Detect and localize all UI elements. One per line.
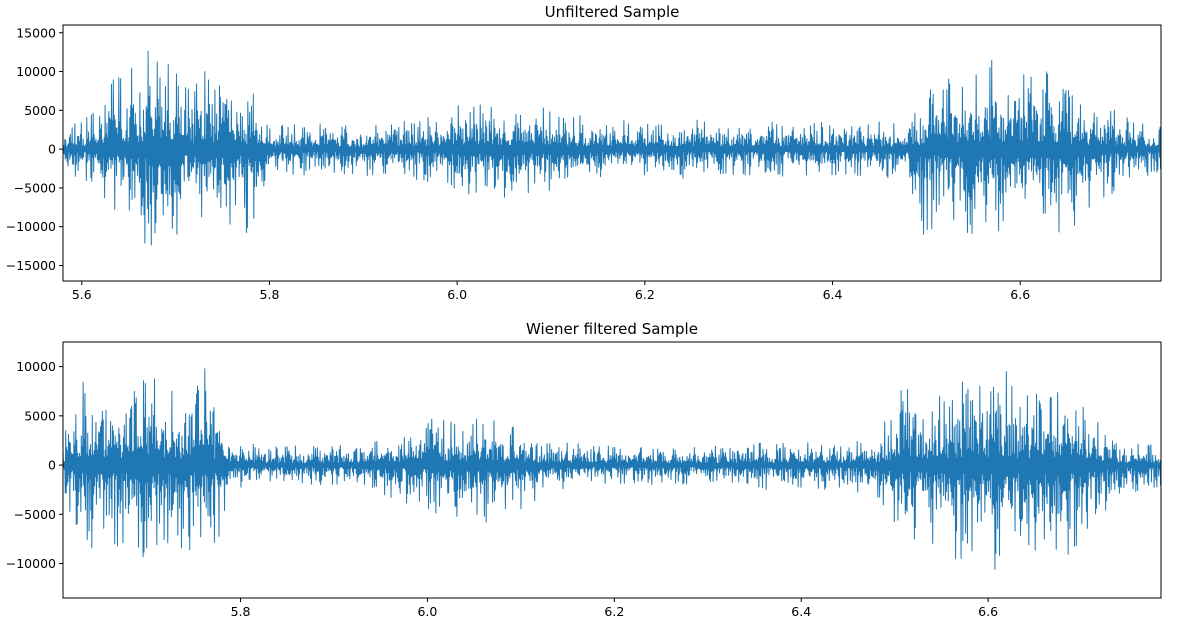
- x-tick-label: 6.6: [978, 604, 998, 619]
- y-tick-label: 5000: [24, 103, 56, 118]
- y-tick-label: 10000: [16, 359, 56, 374]
- x-tick-label: 6.6: [1010, 287, 1030, 302]
- chart-title: Unfiltered Sample: [545, 3, 680, 21]
- y-tick-label: −5000: [14, 507, 56, 522]
- y-tick-label: 0: [48, 142, 56, 157]
- y-tick-label: −5000: [14, 180, 56, 195]
- x-tick-label: 5.6: [72, 287, 92, 302]
- chart-title: Wiener filtered Sample: [526, 320, 698, 338]
- axes-frame: [62, 24, 1162, 282]
- x-tick-label: 6.2: [635, 287, 655, 302]
- y-axis: −15000 −10000 −5000 0 5000 10000 15000: [6, 25, 63, 273]
- x-tick-label: 6.2: [604, 604, 624, 619]
- plot-area: [63, 50, 1161, 246]
- x-tick-label: 6.0: [447, 287, 467, 302]
- y-tick-label: −15000: [6, 258, 56, 273]
- signal-line: [63, 368, 1161, 570]
- wiener-filtered-sample-panel: Wiener filtered Sample 5.8 6.0 6.2 6.4 6.6 −…: [6, 320, 1162, 619]
- x-tick-label: 5.8: [260, 287, 280, 302]
- y-tick-label: −10000: [6, 556, 56, 571]
- y-tick-label: 0: [48, 458, 56, 473]
- y-tick-label: 15000: [16, 25, 56, 40]
- x-tick-label: 5.8: [231, 604, 251, 619]
- x-tick-label: 6.4: [791, 604, 811, 619]
- x-tick-label: 6.0: [417, 604, 437, 619]
- x-axis: 5.6 5.8 6.0 6.2 6.4 6.6: [72, 281, 1030, 302]
- signal-line: [63, 50, 1161, 246]
- x-axis: 5.8 6.0 6.2 6.4 6.6: [231, 598, 998, 619]
- y-tick-label: 10000: [16, 64, 56, 79]
- x-tick-label: 6.4: [823, 287, 843, 302]
- y-tick-label: 5000: [24, 408, 56, 423]
- y-axis: −10000 −5000 0 5000 10000: [6, 359, 63, 571]
- axes-frame: [62, 341, 1162, 599]
- plot-area: [63, 368, 1161, 570]
- unfiltered-sample-panel: Unfiltered Sample 5.6 5.8 6.0 6.2 6.4 6.6 −15…: [6, 3, 1162, 302]
- y-tick-label: −10000: [6, 219, 56, 234]
